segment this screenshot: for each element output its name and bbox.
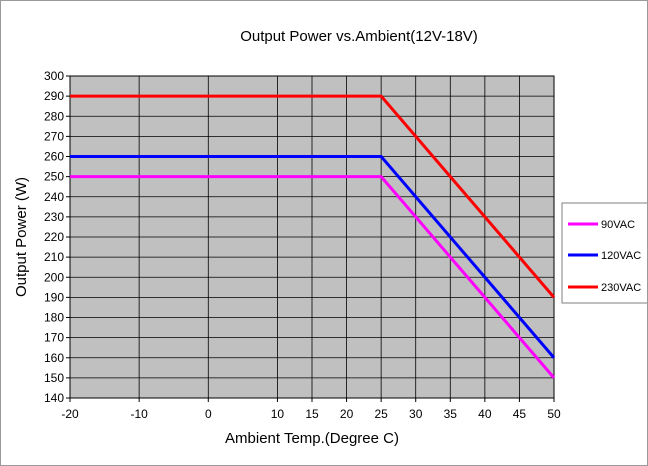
grid [66, 75, 555, 402]
y-tick-label: 260 [44, 150, 64, 164]
x-tick-label: 50 [547, 407, 561, 421]
y-tick-label: 180 [44, 311, 64, 325]
y-tick-label: 290 [44, 89, 64, 103]
x-tick-labels: -20 -10 0 10 15 20 25 30 35 40 45 50 [61, 407, 561, 421]
y-tick-label: 300 [44, 69, 64, 83]
y-tick-label: 280 [44, 109, 64, 123]
x-tick-label: -20 [61, 407, 79, 421]
x-tick-label: 25 [374, 407, 388, 421]
y-tick-label: 160 [44, 351, 64, 365]
y-tick-label: 170 [44, 331, 64, 345]
chart-title: Output Power vs.Ambient(12V-18V) [240, 28, 478, 45]
y-axis-title: Output Power (W) [13, 177, 30, 297]
y-tick-label: 140 [44, 391, 64, 405]
legend-label-90vac: 90VAC [601, 219, 635, 231]
legend: 90VAC 120VAC 230VAC [568, 219, 641, 294]
series-line-230vac [70, 94, 556, 299]
y-tick-labels: 140 150 160 170 180 190 200 210 220 230 240 250 260 2… [44, 69, 64, 405]
x-tick-label: 45 [513, 407, 527, 421]
y-tick-label: 270 [44, 129, 64, 143]
series-line-90vac [70, 175, 556, 379]
y-tick-label: 220 [44, 230, 64, 244]
legend-label-120vac: 120VAC [601, 250, 641, 262]
x-tick-label: 30 [409, 407, 423, 421]
series-line-120vac [70, 155, 556, 359]
legend-label-230vac: 230VAC [601, 282, 641, 294]
x-tick-label: 35 [444, 407, 458, 421]
y-tick-label: 200 [44, 270, 64, 284]
x-axis-title: Ambient Temp.(Degree C) [225, 430, 399, 447]
y-tick-label: 210 [44, 250, 64, 264]
series-lines [70, 94, 556, 379]
y-tick-label: 190 [44, 290, 64, 304]
x-tick-label: 10 [271, 407, 285, 421]
x-tick-label: 15 [305, 407, 319, 421]
x-tick-label: -10 [130, 407, 148, 421]
x-tick-label: 40 [478, 407, 492, 421]
y-tick-label: 230 [44, 210, 64, 224]
x-tick-label: 20 [340, 407, 354, 421]
y-tick-label: 240 [44, 190, 64, 204]
y-tick-label: 150 [44, 371, 64, 385]
x-tick-label: 0 [205, 407, 212, 421]
legend-box [561, 202, 647, 304]
y-tick-label: 250 [44, 170, 64, 184]
